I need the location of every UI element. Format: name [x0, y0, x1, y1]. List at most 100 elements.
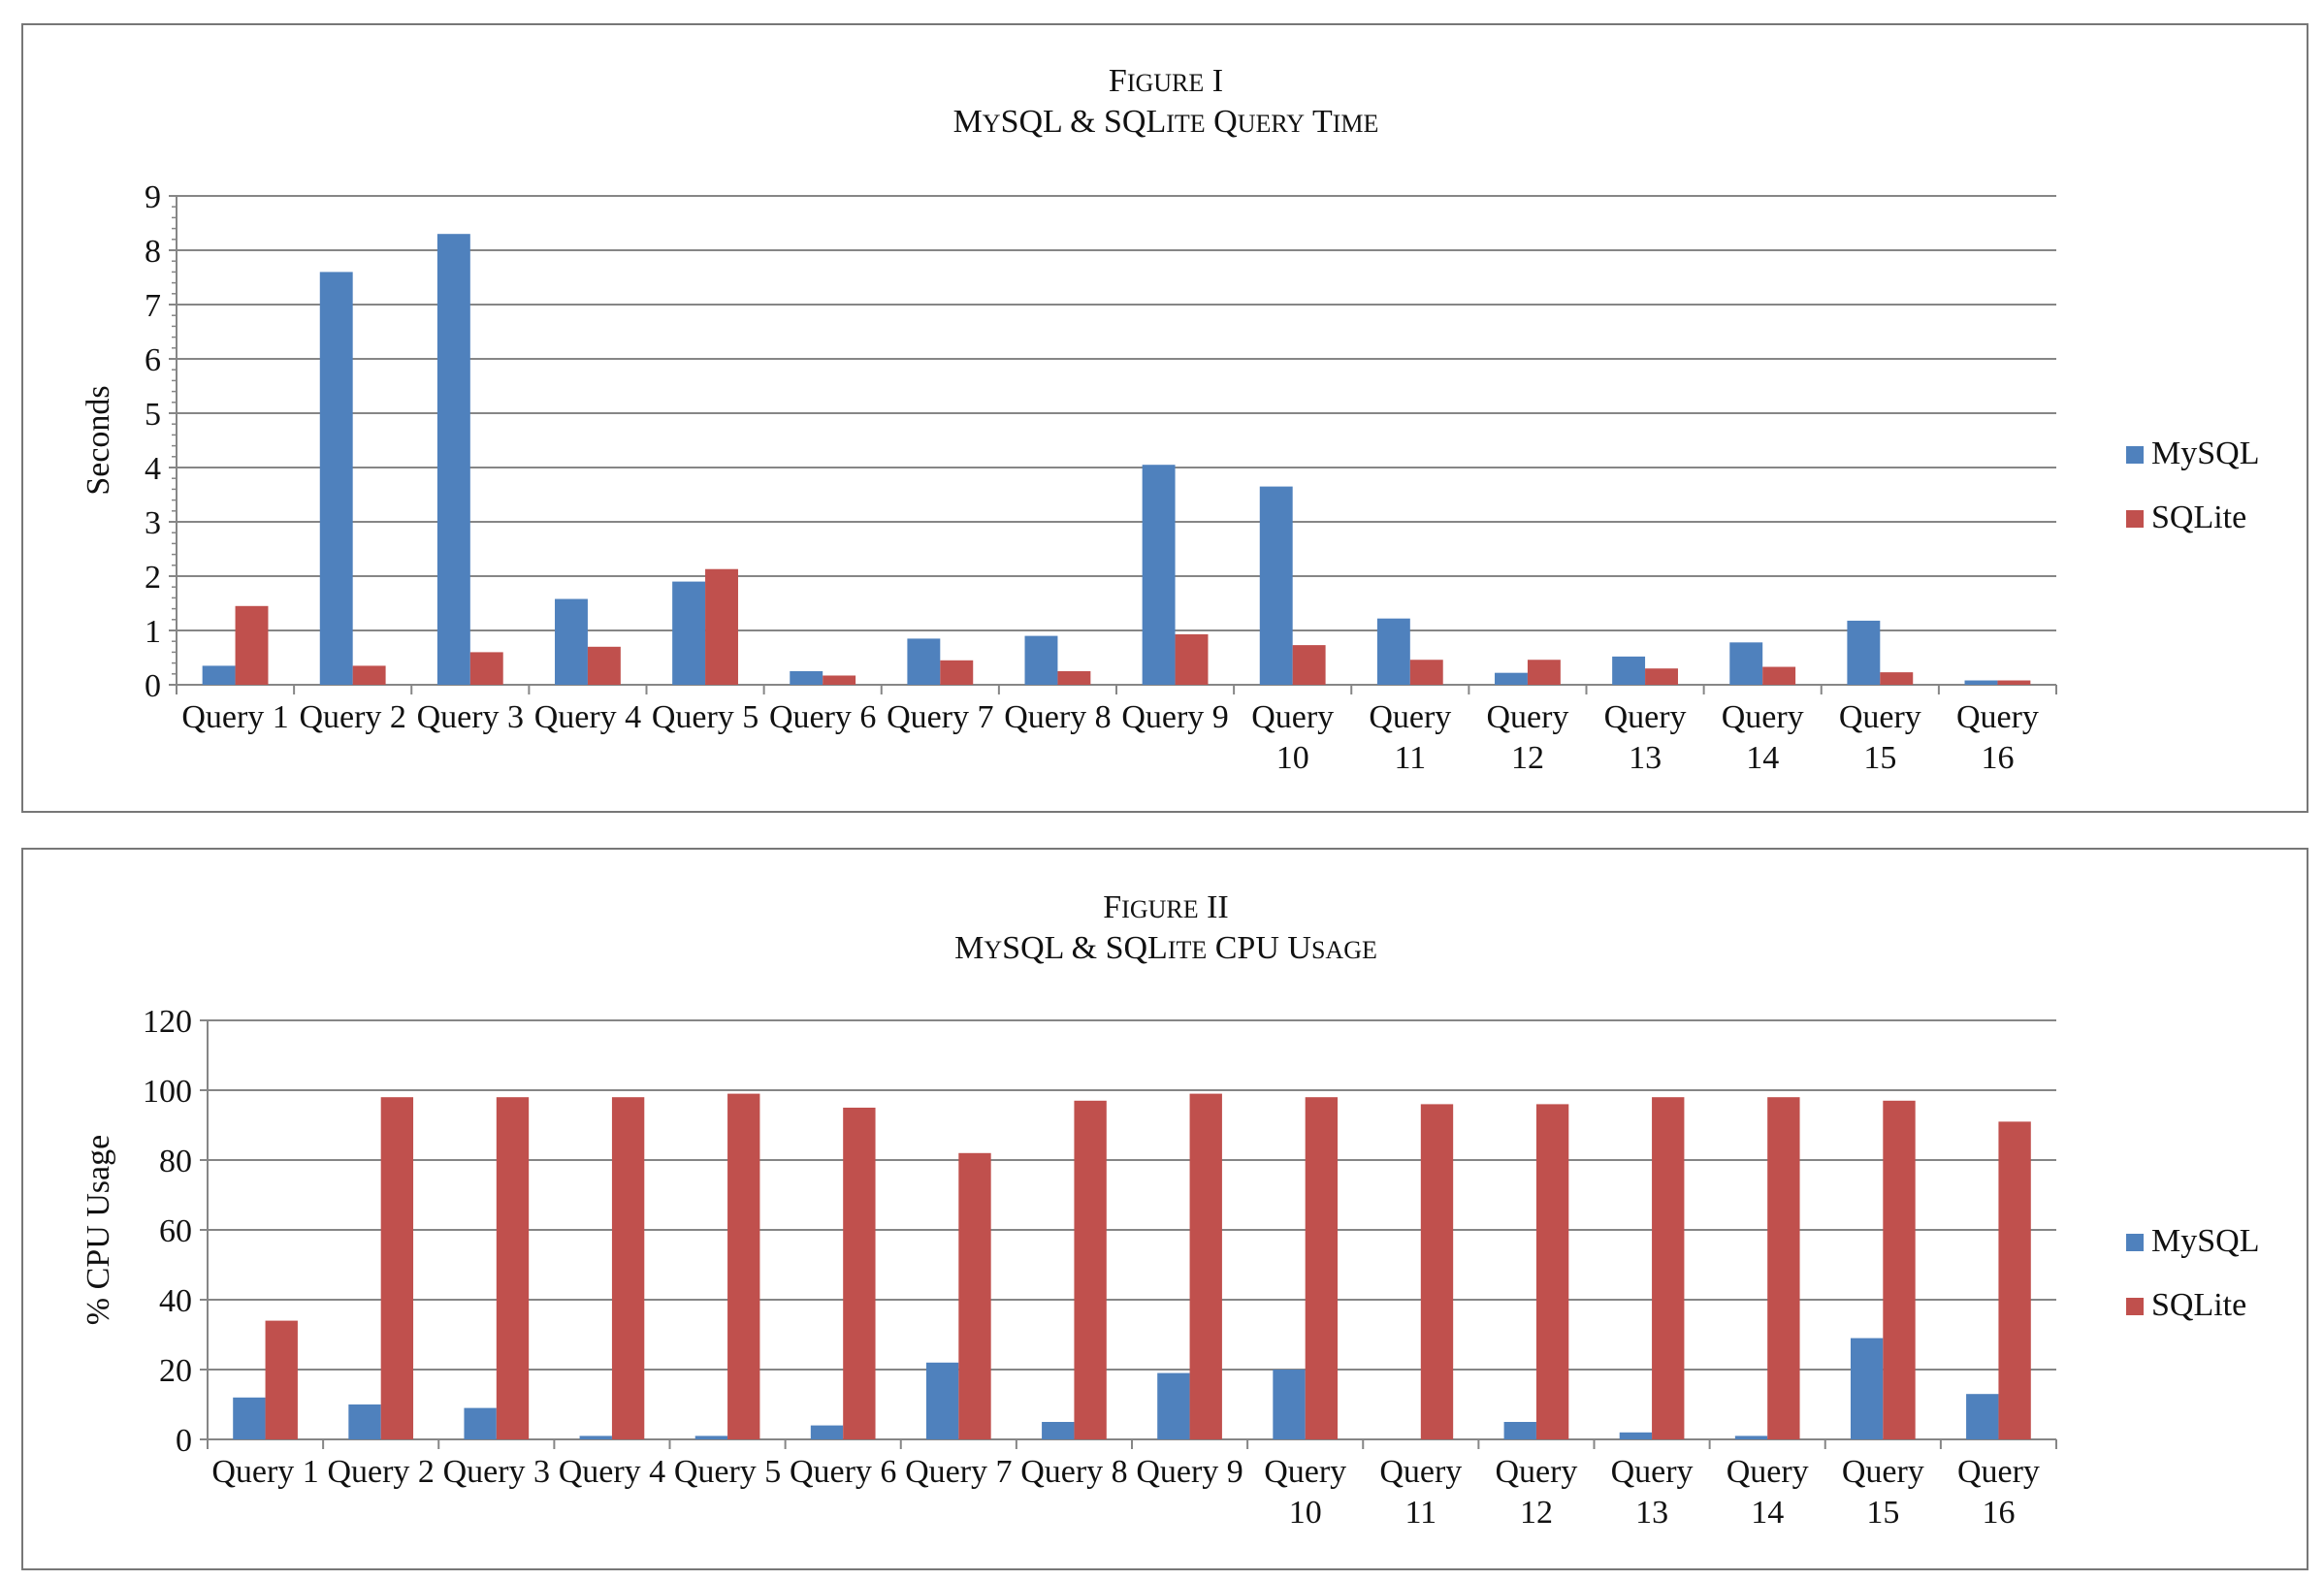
bar-mysql-6 — [790, 671, 823, 685]
legend-label-mysql: MySQL — [2151, 1223, 2259, 1259]
chart-title-line-2: MYSQL & SQLITE CPU USAGE — [954, 930, 1377, 966]
bar-sqlite-14 — [1767, 1097, 1800, 1439]
bar-sqlite-9 — [1175, 633, 1209, 685]
x-tick-label: Query 3 — [417, 699, 524, 735]
bar-mysql-2 — [348, 1404, 381, 1439]
x-tick-label: Query 14 — [1722, 699, 1804, 776]
query-time-chart: FIGURE I MYSQL & SQLITE QUERY TIME 0 1 2 3 4 5 6… — [81, 63, 2259, 776]
y-tick-label: 60 — [159, 1213, 192, 1249]
bar-sqlite-5 — [727, 1093, 760, 1439]
bar-sqlite-4 — [611, 1097, 645, 1439]
bar-mysql-16 — [1964, 680, 1998, 685]
legend-swatch-mysql — [2126, 446, 2144, 464]
y-tick-label: 120 — [143, 1004, 192, 1040]
bar-sqlite-3 — [496, 1097, 530, 1439]
x-tick-label: Query 15 — [1839, 699, 1921, 776]
y-tick-label: 9 — [145, 179, 161, 215]
bar-sqlite-15 — [1880, 672, 1914, 685]
bar-mysql-12 — [1495, 672, 1528, 685]
y-tick-label: 1 — [145, 614, 161, 650]
bar-sqlite-8 — [1057, 671, 1091, 685]
bar-sqlite-10 — [1292, 645, 1326, 685]
x-tick-label: Query 14 — [1727, 1454, 1809, 1531]
bar-mysql-4 — [579, 1436, 612, 1439]
x-tick-label: Query 1 — [211, 1454, 318, 1490]
legend-swatch-sqlite — [2126, 1298, 2144, 1315]
bar-sqlite-1 — [265, 1320, 298, 1439]
bar-sqlite-13 — [1652, 1097, 1685, 1439]
x-tick-label: Query 13 — [1604, 699, 1687, 776]
x-tick-label: Query 11 — [1369, 699, 1451, 776]
x-tick-label: Query 2 — [299, 699, 405, 735]
bar-sqlite-6 — [823, 675, 856, 685]
figure-1-panel: FIGURE I MYSQL & SQLITE QUERY TIME 0 1 2 3 4 5 6… — [21, 23, 2308, 813]
bar-sqlite-9 — [1189, 1093, 1222, 1439]
y-tick-label: 3 — [145, 505, 161, 541]
x-tick-label: Query 4 — [534, 699, 641, 735]
x-tick-label: Query 7 — [887, 699, 993, 735]
x-tick-label: Query 10 — [1264, 1454, 1346, 1531]
x-tick-label: Query 10 — [1251, 699, 1334, 776]
legend-label-sqlite: SQLite — [2151, 1287, 2246, 1323]
x-tick-label: Query 8 — [1020, 1454, 1127, 1490]
x-tick-label: Query 16 — [1957, 1454, 2040, 1531]
x-tick-label: Query 9 — [1121, 699, 1228, 735]
x-tick-label: Query 16 — [1956, 699, 2039, 776]
bar-mysql-6 — [810, 1425, 844, 1439]
legend-swatch-sqlite — [2126, 510, 2144, 528]
y-tick-label: 100 — [143, 1074, 192, 1110]
x-tick-label: Query 5 — [652, 699, 759, 735]
bar-mysql-9 — [1157, 1372, 1190, 1439]
legend-label-mysql: MySQL — [2151, 436, 2259, 471]
y-axis-title: Seconds — [81, 385, 116, 495]
bar-mysql-3 — [436, 234, 470, 685]
legend-label-sqlite: SQLite — [2151, 500, 2246, 535]
bar-mysql-4 — [555, 598, 588, 685]
y-axis-title: % CPU Usage — [81, 1135, 116, 1325]
y-tick-label: 0 — [145, 668, 161, 704]
y-tick-label: 7 — [145, 288, 161, 324]
x-tick-label: Query 4 — [559, 1454, 665, 1490]
bar-mysql-1 — [202, 665, 236, 685]
x-tick-label: Query 12 — [1486, 699, 1568, 776]
bar-sqlite-7 — [958, 1152, 991, 1439]
cpu-usage-chart: FIGURE II MYSQL & SQLITE CPU USAGE 0 20 40 60… — [81, 889, 2259, 1531]
legend-swatch-mysql — [2126, 1234, 2144, 1251]
x-tick-label: Query 5 — [674, 1454, 781, 1490]
bar-mysql-14 — [1734, 1436, 1768, 1439]
x-tick-label: Query 13 — [1611, 1454, 1694, 1531]
bar-sqlite-3 — [469, 652, 503, 685]
x-tick-label: Query 7 — [905, 1454, 1012, 1490]
y-tick-label: 0 — [176, 1423, 192, 1459]
chart-title-line-1: FIGURE II — [1103, 889, 1229, 925]
bar-sqlite-12 — [1535, 1104, 1569, 1439]
bar-mysql-9 — [1142, 465, 1176, 685]
bar-sqlite-6 — [843, 1108, 876, 1439]
y-tick-label: 5 — [145, 397, 161, 433]
bar-mysql-15 — [1847, 620, 1881, 685]
y-tick-label: 8 — [145, 234, 161, 270]
x-tick-label: Query 6 — [790, 1454, 896, 1490]
bar-sqlite-13 — [1645, 668, 1678, 685]
bar-mysql-5 — [672, 581, 706, 685]
bar-sqlite-11 — [1420, 1104, 1454, 1439]
bar-mysql-12 — [1503, 1422, 1536, 1439]
bar-mysql-14 — [1729, 642, 1763, 685]
bar-sqlite-16 — [1997, 680, 2031, 685]
bar-mysql-8 — [1042, 1422, 1075, 1439]
bar-sqlite-16 — [1998, 1121, 2031, 1439]
x-tick-label: Query 3 — [443, 1454, 550, 1490]
bar-mysql-10 — [1273, 1370, 1306, 1439]
x-tick-label: Query 8 — [1004, 699, 1111, 735]
bar-mysql-2 — [319, 272, 353, 685]
bar-sqlite-7 — [940, 660, 974, 685]
x-tick-label: Query 15 — [1842, 1454, 1924, 1531]
bar-mysql-1 — [233, 1397, 266, 1439]
x-tick-label: Query 1 — [181, 699, 288, 735]
bar-sqlite-8 — [1074, 1100, 1107, 1439]
x-tick-label: Query 11 — [1379, 1454, 1462, 1531]
bar-mysql-8 — [1024, 635, 1058, 685]
bar-mysql-11 — [1376, 618, 1410, 685]
bar-sqlite-15 — [1883, 1100, 1916, 1439]
bar-mysql-3 — [464, 1407, 497, 1439]
